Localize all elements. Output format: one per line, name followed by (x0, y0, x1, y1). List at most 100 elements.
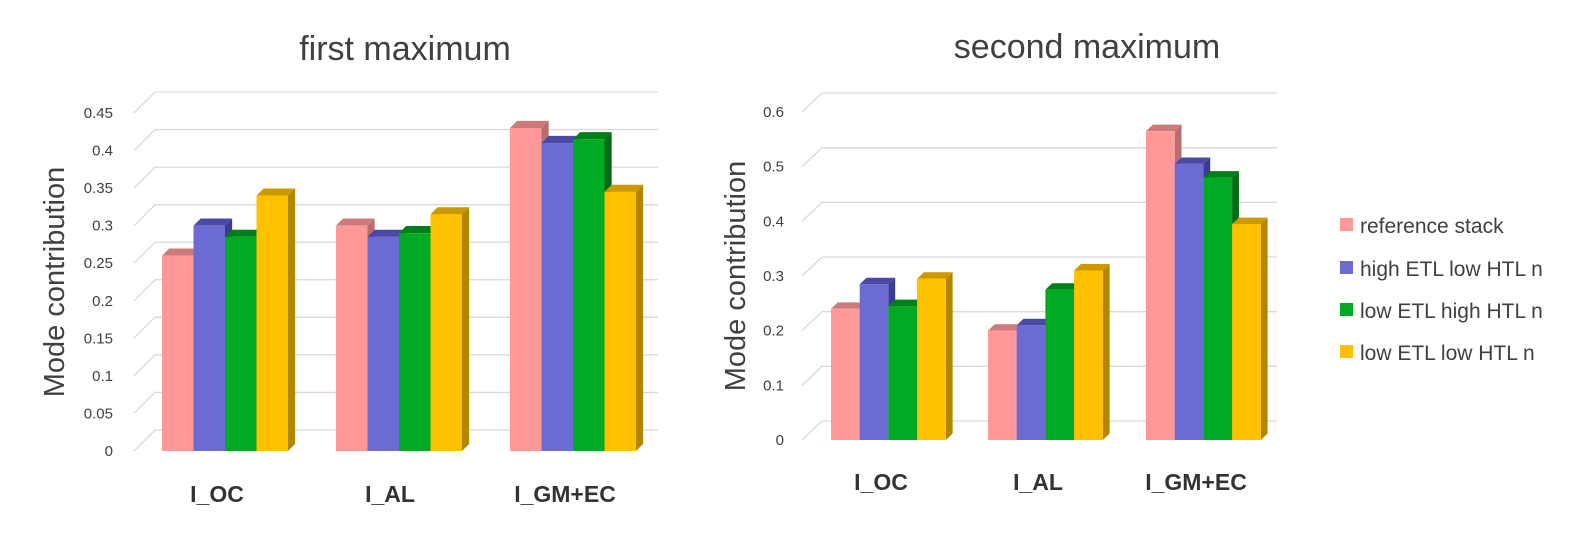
y-axis-label: Mode contribution (720, 161, 752, 392)
legend-swatch (1340, 218, 1353, 231)
bar-top (831, 302, 867, 309)
gridline (133, 279, 658, 302)
y-tick-label: 0.3 (92, 218, 113, 235)
chart-title: second maximum (954, 28, 1220, 66)
bar-front (573, 139, 605, 452)
bar (1232, 217, 1268, 440)
bar-front (1016, 325, 1046, 440)
y-tick-label: 0.25 (84, 255, 113, 272)
y-tick-label: 0.1 (763, 377, 784, 394)
bar-front (859, 284, 889, 440)
bar-top (1146, 124, 1182, 132)
bar-top (1045, 283, 1081, 290)
bar-front (1045, 289, 1075, 440)
bar-front (1174, 163, 1204, 440)
bar-top (336, 218, 375, 226)
x-category-label: I_AL (365, 481, 415, 507)
bar-front (256, 195, 288, 451)
bar-top (162, 248, 201, 256)
gridline (801, 256, 1277, 277)
bar-side (1260, 217, 1268, 440)
bar-top (1203, 171, 1239, 178)
bar-front (193, 225, 225, 451)
bar-top (541, 135, 581, 144)
bar-front (1146, 131, 1175, 440)
bar-front (888, 306, 918, 440)
bar-front (604, 191, 636, 451)
x-category-label: I_AL (1013, 469, 1063, 495)
gridline (133, 166, 658, 189)
bar-top (510, 120, 549, 129)
legend-swatch (1340, 345, 1353, 358)
legend-item: high ETL low HTL n (1340, 258, 1543, 281)
bar-top (1016, 318, 1053, 326)
y-tick-label: 0.3 (763, 268, 784, 285)
bar-top (430, 207, 470, 215)
bar-front (831, 308, 860, 440)
bar-front (367, 236, 399, 451)
bar-front (1074, 270, 1103, 440)
bar (399, 226, 438, 451)
bar (256, 188, 296, 451)
legend-item: reference stack (1340, 215, 1504, 238)
bar-front (510, 128, 542, 451)
y-tick-label: 0 (776, 432, 784, 449)
bar-side (636, 184, 644, 451)
bar-top (225, 229, 264, 237)
bar-top (604, 184, 644, 192)
y-tick-label: 0.5 (763, 159, 784, 176)
gridline (801, 92, 1277, 113)
bar (604, 184, 644, 451)
bar-front (1232, 224, 1261, 440)
bar-side (945, 272, 953, 440)
y-tick-label: 0.4 (92, 143, 113, 160)
legend-label: low ETL low HTL n (1360, 342, 1535, 365)
bar-top (1074, 264, 1110, 271)
bar-top (193, 218, 233, 226)
gridline (133, 128, 658, 152)
y-tick-label: 0.1 (92, 368, 113, 385)
legend-label: high ETL low HTL n (1360, 258, 1543, 281)
bar-front (430, 214, 462, 451)
gridline (801, 365, 1277, 386)
bar-front (1203, 177, 1233, 440)
gridline (801, 420, 1277, 441)
gridline (801, 147, 1277, 168)
bar-side (462, 207, 470, 451)
chart-title: first maximum (299, 30, 511, 68)
y-tick-label: 0.2 (92, 293, 113, 310)
bar-front (541, 143, 573, 452)
gridline (133, 91, 658, 114)
gridline (801, 201, 1277, 222)
legend-label: low ETL high HTL n (1360, 300, 1543, 323)
bar-top (988, 324, 1024, 331)
y-tick-label: 0.35 (84, 180, 113, 197)
bar-top (256, 188, 296, 196)
bar-top (399, 226, 438, 234)
bar-top (917, 272, 953, 279)
bar-front (399, 233, 431, 451)
y-tick-label: 0.15 (84, 330, 113, 347)
gridline (133, 241, 658, 264)
bar-side (288, 188, 296, 451)
bar-front (917, 278, 946, 440)
y-tick-label: 0.05 (84, 405, 113, 422)
legend-swatch (1340, 261, 1353, 274)
legend: reference stack high ETL low HTL n low ETL… (1340, 215, 1543, 365)
x-category-label: I_GM+EC (1145, 469, 1247, 495)
bar-front (336, 225, 368, 451)
y-tick-label: 0.4 (763, 213, 784, 230)
chart-second-maximum: second maximum Mode contribution 0 0.1 0.2 0.… (720, 28, 1277, 495)
bar-top (1174, 157, 1211, 164)
bar-top (1232, 217, 1268, 225)
bar-top (573, 132, 612, 140)
bar-front (225, 236, 257, 451)
bar (1074, 264, 1110, 440)
bar-top (888, 299, 924, 307)
gridline (133, 316, 658, 339)
legend-item: low ETL high HTL n (1340, 300, 1543, 323)
gridline (133, 391, 658, 414)
legend-item: low ETL low HTL n (1340, 342, 1535, 365)
bar-top (367, 229, 407, 237)
